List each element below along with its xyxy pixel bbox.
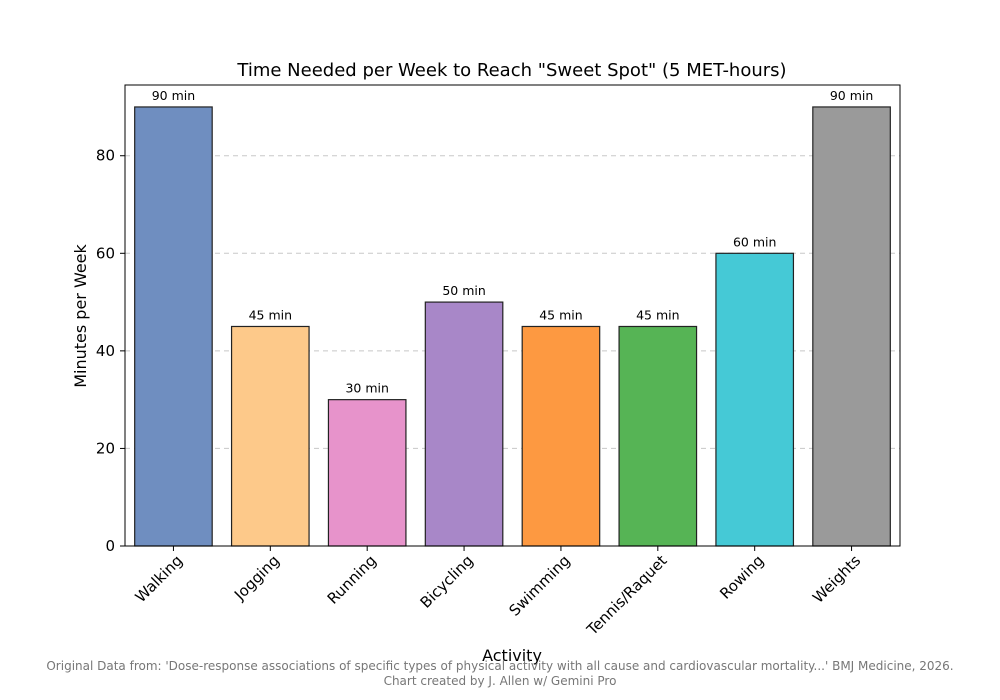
- bar-tennis-raquet: [618, 325, 698, 547]
- bar-value-label: 60 min: [733, 234, 776, 249]
- bar-walking: [134, 106, 213, 547]
- bar-rowing: [715, 252, 795, 547]
- y-tick-label: 40: [96, 342, 115, 360]
- y-tick-label: 0: [105, 537, 115, 555]
- footer-credit: Chart created by J. Allen w/ Gemini Pro: [384, 674, 617, 688]
- x-axis-ticks: Walking Jogging Running Bicycling Swimming Te…: [132, 546, 864, 639]
- y-axis-label: Minutes per Week: [71, 243, 90, 387]
- y-axis-ticks: 0 20 40 60 80: [96, 147, 125, 555]
- x-axis-label: Activity: [482, 646, 542, 665]
- bar-value-label: 45 min: [249, 307, 292, 322]
- x-tick-label: Rowing: [716, 552, 767, 603]
- bar-value-label: 50 min: [442, 283, 485, 298]
- bar-value-label: 90 min: [152, 88, 195, 103]
- y-tick-label: 80: [96, 147, 115, 165]
- x-tick-label: Swimming: [506, 552, 574, 620]
- bar-value-label: 45 min: [539, 307, 582, 322]
- x-tick-label: Weights: [809, 551, 864, 606]
- bar-swimming: [521, 325, 601, 547]
- x-tick-label: Walking: [132, 552, 187, 607]
- bar-weights: [812, 106, 891, 547]
- footer-source: Original Data from: 'Dose-response assoc…: [46, 659, 953, 673]
- y-tick-label: 60: [96, 244, 115, 262]
- bar-bicycling: [424, 301, 504, 547]
- data-labels: 90 min 45 min 30 min 50 min 45 min 45 min 60 m…: [152, 88, 874, 396]
- plot-frame: [124, 84, 901, 547]
- bar-value-label: 45 min: [636, 307, 679, 322]
- bar-value-label: 30 min: [345, 381, 388, 396]
- y-tick-label: 20: [96, 439, 115, 457]
- bar-jogging: [230, 325, 310, 547]
- bar-running: [327, 399, 407, 547]
- x-tick-label: Running: [324, 552, 380, 608]
- x-tick-label: Bicycling: [417, 552, 477, 612]
- x-tick-label: Jogging: [230, 552, 283, 605]
- chart-title: Time Needed per Week to Reach "Sweet Spo…: [236, 60, 786, 81]
- x-tick-label: Tennis/Raquet: [583, 551, 671, 639]
- bars: [134, 106, 891, 547]
- bar-value-label: 90 min: [830, 88, 873, 103]
